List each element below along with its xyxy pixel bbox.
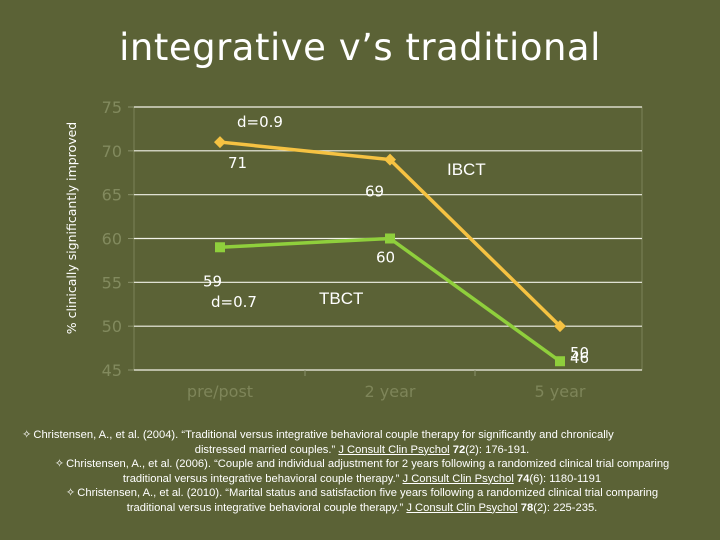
x-tick-label: pre/post (187, 382, 253, 401)
y-tick-label: 65 (102, 186, 122, 205)
reference-text: traditional versus integrative behaviora… (122, 472, 403, 485)
data-point-ibct (554, 320, 566, 333)
reference-pages: (2): 225-235. (533, 501, 598, 514)
slide-title: integrative v’s traditional (119, 26, 601, 69)
bullet-icon: ✧ (65, 486, 76, 499)
journal-volume: 74 (516, 472, 530, 485)
data-label-tbct: 60 (376, 249, 395, 267)
data-point-tbct (385, 233, 395, 244)
reference-text: Christensen, A., et al. (2010). “Marital… (77, 487, 659, 499)
y-tick-label: 45 (102, 361, 122, 380)
annotation-effect-size: d=0.7 (211, 293, 257, 311)
y-tick-label: 60 (102, 230, 122, 249)
y-tick-label: 55 (102, 273, 122, 292)
y-tick-label: 70 (102, 142, 122, 161)
x-tick-label: 5 year (535, 382, 586, 401)
data-point-tbct (555, 356, 565, 367)
journal-name: J Consult Clin Psychol (338, 443, 450, 456)
bullet-icon: ✧ (22, 428, 32, 441)
journal-name: J Consult Clin Psychol (406, 501, 518, 514)
reference-item: ✧ Christensen, A., et al. (2004). “Tradit… (22, 428, 702, 457)
y-tick-label: 75 (102, 98, 122, 117)
data-point-ibct (214, 136, 226, 149)
data-label-tbct: 46 (570, 349, 589, 367)
reference-item: ✧ Christensen, A., et al. (2010). “Marita… (22, 486, 702, 515)
journal-name: J Consult Clin Psychol (402, 472, 514, 485)
reference-pages: (6): 1180-1191 (529, 472, 602, 485)
series-label-ibct: IBCT (447, 160, 486, 179)
data-point-tbct (215, 242, 225, 253)
data-label-ibct: 50 (570, 344, 589, 362)
bullet-icon: ✧ (54, 457, 65, 470)
y-tick-label: 50 (102, 317, 122, 336)
reference-text: traditional versus integrative behaviora… (126, 501, 407, 514)
y-axis-label: % clinically significantly improved (64, 122, 79, 334)
reference-text: Christensen, A., et al. (2006). “Couple … (66, 458, 670, 470)
series-label-tbct: TBCT (319, 289, 363, 308)
data-label-ibct: 71 (228, 154, 247, 172)
x-tick-label: 2 year (365, 382, 416, 401)
journal-volume: 72 (452, 443, 466, 456)
data-label-tbct: 59 (203, 272, 222, 290)
reference-text: distressed married couples.” (194, 443, 339, 456)
data-point-ibct (384, 153, 396, 166)
reference-item: ✧ Christensen, A., et al. (2006). “Couple… (22, 457, 702, 486)
reference-text: Christensen, A., et al. (2004). “Traditi… (33, 429, 614, 441)
reference-pages: (2): 176-191. (465, 443, 530, 456)
journal-volume: 78 (520, 501, 534, 514)
references-list: ✧ Christensen, A., et al. (2004). “Tradit… (22, 428, 702, 515)
data-label-ibct: 69 (365, 183, 384, 201)
line-chart: 45 50 55 60 65 70 75 pre/post 2 year 5 year % clin… (64, 98, 643, 401)
annotation-effect-size: d=0.9 (237, 113, 283, 131)
